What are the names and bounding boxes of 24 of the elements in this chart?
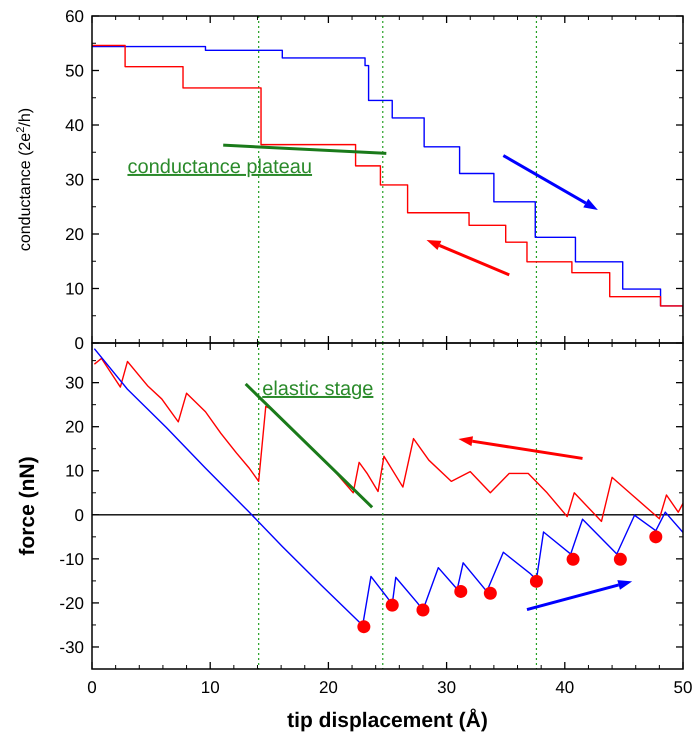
y-tick-label: 60 bbox=[65, 6, 84, 26]
y-tick-label: -30 bbox=[59, 638, 84, 657]
y-tick-label: 30 bbox=[65, 170, 84, 190]
y-tick-label: 20 bbox=[65, 418, 84, 437]
annotation: conductance plateau bbox=[127, 156, 312, 178]
x-tick-label: 40 bbox=[555, 678, 574, 697]
y-tick-label: 10 bbox=[65, 462, 84, 481]
y-tick-label: -10 bbox=[59, 550, 84, 569]
y-tick-label: 0 bbox=[74, 506, 84, 525]
y-tick-label: 10 bbox=[65, 279, 84, 298]
y-tick-label: 20 bbox=[65, 224, 84, 244]
x-tick-label: 50 bbox=[674, 678, 692, 697]
y-axis-title: force (nN) bbox=[16, 456, 39, 556]
x-tick-label: 0 bbox=[87, 678, 97, 697]
y-tick-label: 30 bbox=[65, 374, 84, 393]
x-tick-label: 10 bbox=[200, 678, 220, 697]
x-tick-label: 30 bbox=[437, 678, 456, 697]
y-tick-label: 50 bbox=[65, 61, 84, 80]
annotation: elastic stage bbox=[262, 378, 374, 400]
y-tick-label: 40 bbox=[65, 116, 84, 135]
x-axis-title: tip displacement (Å) bbox=[287, 708, 488, 732]
x-tick-label: 20 bbox=[318, 678, 338, 697]
y-tick-label: 0 bbox=[74, 334, 84, 353]
y-tick-label: -20 bbox=[59, 594, 84, 613]
